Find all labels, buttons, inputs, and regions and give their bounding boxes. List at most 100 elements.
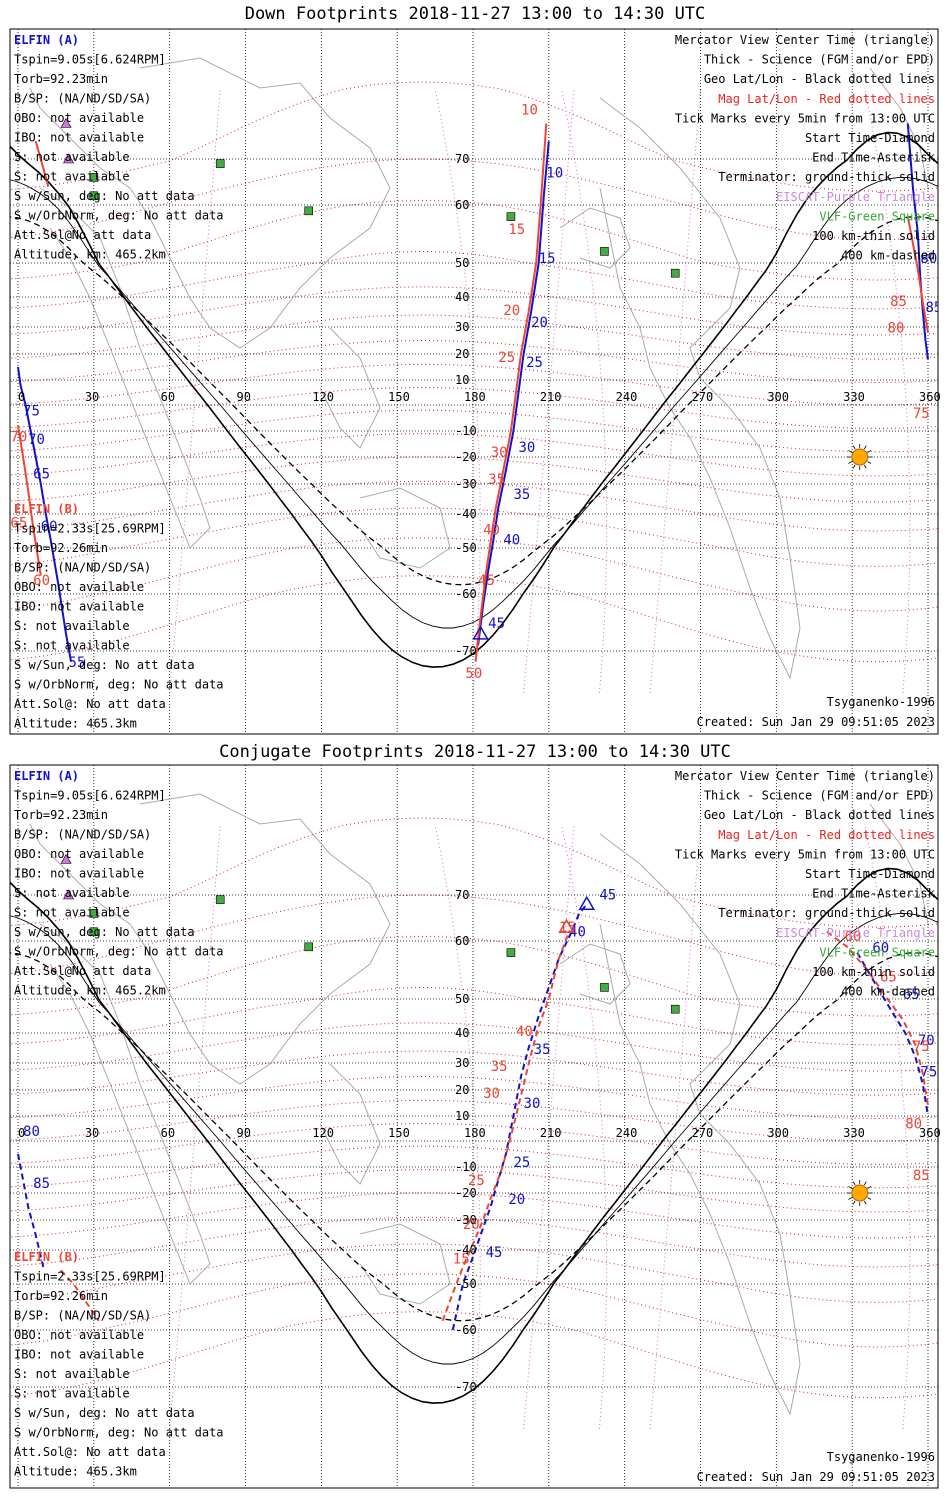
info-line: S w/Sun, deg: No att data <box>14 189 195 203</box>
sun-ray <box>867 1197 872 1200</box>
time-tick-label: 30 <box>524 1096 541 1112</box>
time-tick-label: 75 <box>23 403 40 419</box>
legend-entry: Thick - Science (FGM and/or EPD) <box>704 789 935 803</box>
info-line: S w/OrbNorm, deg: No att data <box>14 209 224 223</box>
lat-tick-label: -40 <box>455 1243 477 1257</box>
time-tick-label: 75 <box>913 406 930 422</box>
lat-tick-label: -20 <box>455 450 477 464</box>
lon-tick-label: 210 <box>540 1126 562 1140</box>
plot-frame <box>9 28 939 735</box>
info-line: OBO: not available <box>14 111 144 125</box>
legend-entry: 100 km-thin solid <box>812 965 935 979</box>
sun-ray <box>848 1197 853 1200</box>
footprint-track <box>856 952 929 1117</box>
time-tick-label: 20 <box>503 303 520 319</box>
info-line: S: not available <box>14 1387 130 1401</box>
sun-ray <box>852 1181 856 1186</box>
lat-tick-label: -60 <box>455 1323 477 1337</box>
vlf-square <box>506 212 516 221</box>
info-line: B/SP: (NA/ND/SD/SA) <box>14 1309 151 1323</box>
footprint-track <box>34 141 50 187</box>
coastline <box>39 923 211 1285</box>
lon-tick-label: 300 <box>767 1126 789 1140</box>
lon-tick-label: 270 <box>692 390 714 404</box>
lat-tick-label: 50 <box>455 992 469 1006</box>
info-line: Altitude: 465.3km <box>14 717 137 731</box>
time-tick-label: 60 <box>33 573 50 589</box>
time-tick-label: 65 <box>10 516 27 532</box>
legend-entry: Thick - Science (FGM and/or EPD) <box>704 53 935 67</box>
mag-lon-line <box>649 87 701 694</box>
legend-entry: 400 km-dashed <box>841 985 935 999</box>
plot-frame <box>9 764 939 1489</box>
time-tick-label: 80 <box>23 1124 40 1140</box>
time-tick-label: 30 <box>519 440 536 456</box>
lat-tick-label: -10 <box>455 424 477 438</box>
lat-tick-label: 10 <box>455 373 469 387</box>
info-line: Att.Sol@: No att data <box>14 697 166 711</box>
time-tick-label: 45 <box>599 888 616 904</box>
time-tick-label: 85 <box>33 1176 50 1192</box>
created-label: Created: Sun Jan 29 09:51:05 2023 <box>697 1470 935 1484</box>
lat-tick-label: 60 <box>455 934 469 948</box>
lon-tick-label: 120 <box>312 1126 334 1140</box>
lat-tick-label: 40 <box>455 290 469 304</box>
lat-tick-label: -30 <box>455 477 477 491</box>
lon-tick-label: 120 <box>312 390 334 404</box>
footprint-track <box>906 216 929 333</box>
time-tick-label: 35 <box>488 472 505 488</box>
mag-lon-line <box>523 823 575 1430</box>
time-tick-label: 80 <box>920 251 937 267</box>
lon-tick-label: 240 <box>616 1126 638 1140</box>
legend-entry: Terminator: ground-thick solid <box>718 170 935 184</box>
lat-tick-label: 20 <box>455 1083 469 1097</box>
vlf-square <box>215 159 225 168</box>
info-line: IBO: not available <box>14 131 144 145</box>
lon-tick-label: 30 <box>85 1126 99 1140</box>
sun-ray <box>852 445 856 450</box>
legend-entry: 400 km-dashed <box>841 249 935 263</box>
legend-entry: EISCAT-Purple Triangle <box>776 926 935 940</box>
info-line: Att.Sol@No att data <box>14 228 151 242</box>
info-line: S w/Sun, deg: No att data <box>14 925 195 939</box>
footprint-track <box>17 1153 45 1268</box>
time-tick-label: 40 <box>569 924 586 940</box>
legend-entry: End Time-Asterisk <box>812 151 936 165</box>
satellite-name: ELFIN (A) <box>14 33 79 47</box>
vlf-square <box>304 942 313 952</box>
lon-tick-label: 0 <box>18 390 25 404</box>
info-line: Att.Sol@No att data <box>14 964 151 978</box>
coastline <box>39 187 211 549</box>
legend-entry: Tick Marks every 5min from 13:00 UTC <box>675 111 935 125</box>
time-tick-label: 65 <box>33 467 50 483</box>
legend-entry: Start Time-Diamond <box>805 867 935 881</box>
time-tick-label: 25 <box>513 1155 530 1171</box>
lat-tick-label: 30 <box>455 1056 469 1070</box>
info-line: S w/OrbNorm, deg: No att data <box>14 678 224 692</box>
lat-tick-label: -70 <box>455 644 477 658</box>
legend-entry: Start Time-Diamond <box>805 131 935 145</box>
coastline <box>559 207 631 269</box>
time-tick-label: 45 <box>478 573 495 589</box>
info-line: S: not available <box>14 639 130 653</box>
info-line: S: not available <box>14 886 130 900</box>
lon-tick-label: 300 <box>767 390 789 404</box>
model-label: Tsyganenko-1996 <box>827 1450 935 1464</box>
info-line: B/SP: (NA/ND/SD/SA) <box>14 828 151 842</box>
footprint-track <box>477 141 550 646</box>
time-tick-label: 45 <box>488 616 505 632</box>
coastline <box>29 57 391 349</box>
coastline <box>359 487 451 569</box>
vlf-square <box>304 206 313 216</box>
vlf-square <box>670 268 680 278</box>
lat-tick-label: -70 <box>455 1380 477 1394</box>
lat-tick-label: 50 <box>455 256 469 270</box>
lat-tick-label: -40 <box>455 507 477 521</box>
time-tick-label: 45 <box>486 1245 503 1261</box>
lon-tick-label: 270 <box>692 1126 714 1140</box>
footprint-track <box>451 903 588 1331</box>
time-tick-label: 50 <box>465 666 482 682</box>
coastline <box>869 67 929 189</box>
sun-ray <box>848 1186 853 1189</box>
time-tick-label: 35 <box>491 1059 508 1075</box>
